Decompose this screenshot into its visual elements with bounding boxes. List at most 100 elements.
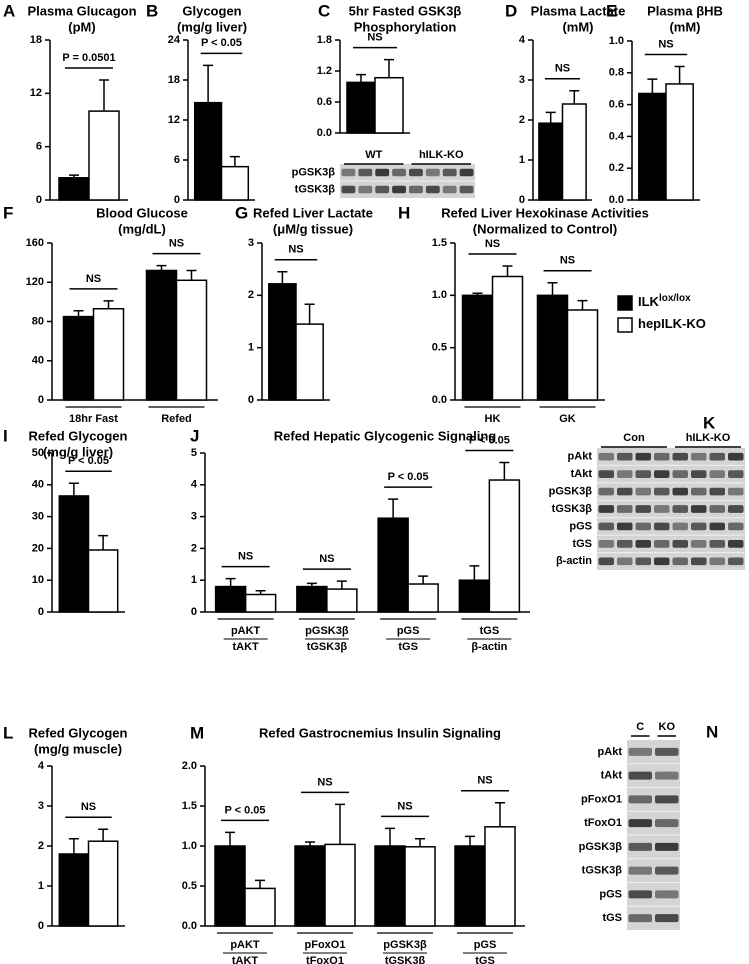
chart-title: Plasma βHB xyxy=(647,3,723,18)
y-tick-label: 40 xyxy=(32,479,44,491)
y-tick-label: 24 xyxy=(168,34,181,46)
y-tick-label: 0.4 xyxy=(609,130,625,142)
blot-band xyxy=(728,452,744,461)
bar xyxy=(92,307,125,401)
bar xyxy=(87,840,119,927)
blot-column-label: WT xyxy=(365,149,382,161)
y-tick-label: 0.0 xyxy=(317,127,332,139)
error-bar xyxy=(306,582,317,587)
blot-band xyxy=(635,557,651,566)
bar xyxy=(214,585,247,613)
category-denominator: tAKT xyxy=(232,641,259,653)
category-numerator: pGS xyxy=(474,939,497,951)
legend-label: hepILK-KO xyxy=(638,316,706,331)
significance-label: NS xyxy=(658,38,673,50)
category-denominator: tGS xyxy=(398,641,418,653)
blot-band xyxy=(672,540,688,548)
blot-band xyxy=(728,470,744,478)
error-bar xyxy=(415,838,425,847)
blot-band xyxy=(375,185,390,194)
error-bar xyxy=(647,78,658,94)
bar xyxy=(88,110,120,201)
chart-title: Refed Liver Hexokinase Activities xyxy=(441,205,649,220)
error-bar xyxy=(499,461,510,481)
blot-row-label: tGS xyxy=(602,912,622,924)
blot-band xyxy=(628,890,652,899)
bar xyxy=(454,845,486,927)
error-bar xyxy=(472,292,483,296)
chart-title: (mM) xyxy=(669,19,700,34)
blot-band xyxy=(672,505,688,513)
error-bar xyxy=(255,879,265,889)
error-bar xyxy=(385,827,395,846)
panel-letter: C xyxy=(318,1,330,20)
category-numerator: pAKT xyxy=(230,939,260,951)
panel-letter: F xyxy=(3,203,13,222)
error-bar xyxy=(69,174,79,178)
chart-title: Refed Hepatic Glycogenic Signaling xyxy=(274,428,497,443)
bar xyxy=(538,122,564,201)
blot-band xyxy=(635,452,651,461)
category-numerator: pGS xyxy=(397,625,420,637)
y-tick-label: 0.5 xyxy=(432,342,447,354)
error-bar xyxy=(305,841,315,846)
blot-band xyxy=(617,557,633,566)
y-tick-label: 0.8 xyxy=(609,67,624,79)
blot-row-label: tAkt xyxy=(571,468,593,480)
category-label: GK xyxy=(559,413,576,425)
bar xyxy=(268,283,297,401)
y-tick-label: 1 xyxy=(38,880,44,892)
y-tick-label: 1.5 xyxy=(182,800,197,812)
bar xyxy=(62,315,95,401)
error-bar xyxy=(569,90,580,104)
blot-band xyxy=(598,452,614,461)
blot-column-label: KO xyxy=(659,721,676,733)
bar xyxy=(294,845,326,927)
blot-band xyxy=(409,185,423,194)
category-denominator: tGSK3β xyxy=(307,641,348,653)
blot-band xyxy=(655,914,679,923)
panel-letter: B xyxy=(146,1,158,20)
error-bar xyxy=(255,589,266,595)
blot-band xyxy=(654,557,670,566)
y-tick-label: 1.2 xyxy=(317,65,332,77)
error-bar xyxy=(229,155,240,167)
bar xyxy=(461,294,494,401)
chart-title: (mg/g muscle) xyxy=(34,741,122,756)
blot-band xyxy=(654,452,670,461)
chart-title: (Normalized to Control) xyxy=(473,221,617,236)
chart-title: Glycogen xyxy=(182,3,241,18)
blot-band xyxy=(691,487,707,496)
category-numerator: pGSK3β xyxy=(305,625,349,637)
bar xyxy=(665,83,694,201)
blot-band xyxy=(654,487,670,496)
blot-band xyxy=(628,914,652,923)
y-tick-label: 0 xyxy=(519,194,525,206)
bar xyxy=(244,593,277,613)
bar xyxy=(58,495,90,613)
blot-band xyxy=(617,470,633,478)
y-tick-label: 120 xyxy=(26,276,44,288)
blot-band xyxy=(728,557,744,566)
blot-band xyxy=(635,540,651,548)
y-tick-label: 4 xyxy=(519,34,526,46)
significance-label: P < 0.05 xyxy=(388,471,429,483)
blot-band xyxy=(672,522,688,531)
chart-title: Blood Glucose xyxy=(96,205,188,220)
legend-label: ILKlox/lox xyxy=(638,293,691,310)
panel-letter: K xyxy=(703,413,716,432)
y-tick-label: 0.0 xyxy=(182,920,197,932)
blot-band xyxy=(672,487,688,496)
bar xyxy=(458,579,491,613)
legend-name: ILK xyxy=(638,294,660,309)
y-tick-label: 6 xyxy=(174,154,180,166)
blot-band xyxy=(709,540,725,548)
blot-band xyxy=(655,890,679,899)
blot-row-label: tFoxO1 xyxy=(584,817,622,829)
y-tick-label: 0 xyxy=(248,394,254,406)
blot-band xyxy=(409,168,423,177)
blot-band xyxy=(709,487,725,496)
y-tick-label: 0.6 xyxy=(609,99,624,111)
blot-column-label: C xyxy=(636,721,644,733)
